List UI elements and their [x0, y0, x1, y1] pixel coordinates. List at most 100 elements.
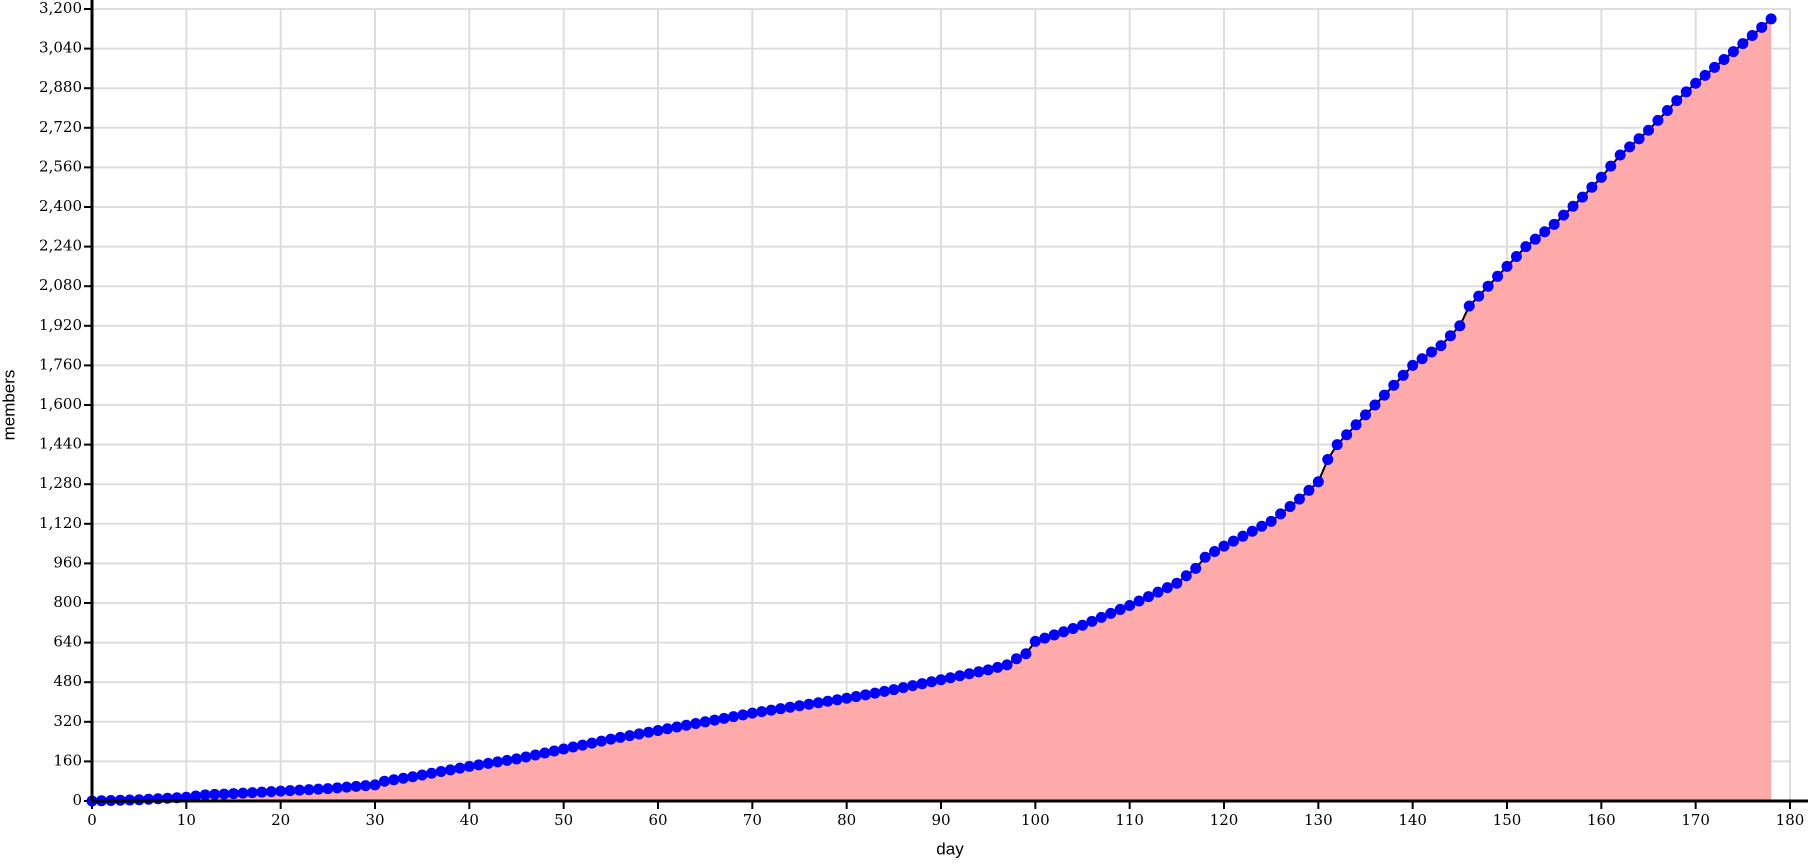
point — [586, 737, 598, 749]
point — [1265, 515, 1277, 527]
point — [1331, 439, 1343, 451]
point — [1303, 484, 1315, 496]
point — [1501, 260, 1513, 272]
point — [1237, 530, 1249, 542]
point — [1605, 160, 1617, 172]
point — [1548, 218, 1560, 230]
point — [1020, 648, 1032, 660]
point — [1369, 399, 1381, 411]
point — [1699, 69, 1711, 81]
point — [416, 769, 428, 781]
point — [1567, 200, 1579, 212]
point — [671, 721, 683, 733]
y-tick-label: 2,240 — [39, 237, 82, 255]
point — [1350, 419, 1362, 431]
point — [275, 785, 287, 797]
point — [1454, 320, 1466, 332]
point — [463, 760, 475, 772]
point — [1360, 409, 1371, 421]
point — [265, 786, 277, 798]
point — [246, 787, 258, 799]
y-tick-label: 1,920 — [39, 316, 82, 334]
point — [426, 767, 438, 779]
point — [473, 759, 485, 771]
point — [1426, 346, 1438, 358]
point — [1143, 591, 1155, 603]
x-tick-label: 70 — [743, 811, 762, 829]
point — [907, 680, 919, 692]
x-tick-label: 10 — [177, 811, 196, 829]
y-tick-label: 1,280 — [39, 474, 82, 492]
point — [973, 666, 985, 678]
point — [1661, 104, 1673, 116]
point — [1152, 586, 1164, 598]
point — [369, 779, 381, 791]
point — [1643, 124, 1654, 136]
x-tick-label: 60 — [648, 811, 667, 829]
x-tick-label: 30 — [365, 811, 384, 829]
point — [850, 691, 862, 703]
y-tick-label: 1,600 — [39, 395, 82, 413]
point — [784, 701, 796, 713]
point — [209, 788, 221, 800]
point — [1652, 114, 1664, 126]
point — [218, 788, 230, 800]
point — [1048, 629, 1060, 641]
y-tick-label: 320 — [53, 712, 82, 730]
point — [294, 784, 306, 796]
point — [152, 793, 164, 805]
point — [1190, 562, 1202, 574]
point — [1473, 290, 1485, 302]
point — [1058, 626, 1070, 638]
point — [1558, 209, 1570, 221]
point — [1680, 86, 1692, 98]
point — [1256, 520, 1268, 532]
y-tick-label: 480 — [53, 672, 82, 690]
point — [1322, 453, 1334, 465]
point — [944, 672, 956, 684]
point — [397, 772, 409, 784]
point — [511, 753, 522, 765]
point — [935, 674, 947, 686]
point — [869, 687, 881, 699]
point — [1586, 181, 1598, 193]
x-tick-label: 40 — [460, 811, 479, 829]
point — [1756, 21, 1768, 33]
point — [143, 793, 155, 805]
point — [444, 764, 456, 776]
point — [1284, 500, 1296, 512]
point — [954, 670, 966, 682]
point — [765, 704, 777, 716]
y-tick-label: 2,080 — [39, 276, 82, 294]
point — [548, 745, 560, 757]
point — [1435, 340, 1447, 352]
point — [539, 747, 551, 759]
point — [822, 695, 834, 707]
point — [992, 661, 1004, 673]
point — [190, 790, 202, 802]
point — [454, 762, 466, 774]
point — [982, 664, 994, 676]
point — [228, 788, 239, 800]
y-tick-label: 2,720 — [39, 118, 82, 136]
point — [746, 707, 758, 719]
y-tick-label: 960 — [53, 553, 82, 571]
point — [718, 712, 730, 724]
y-tick-label: 3,040 — [39, 39, 82, 57]
point — [1614, 149, 1626, 161]
point — [605, 733, 617, 745]
point — [1029, 635, 1041, 647]
point — [661, 723, 673, 735]
point — [199, 789, 211, 801]
point — [1690, 77, 1702, 89]
point — [331, 782, 343, 794]
point — [482, 757, 494, 769]
x-tick-label: 20 — [271, 811, 290, 829]
point — [567, 741, 579, 753]
point — [1293, 493, 1305, 505]
point — [1520, 241, 1532, 253]
point — [1463, 300, 1475, 312]
point — [1114, 603, 1126, 615]
point — [1095, 611, 1107, 623]
